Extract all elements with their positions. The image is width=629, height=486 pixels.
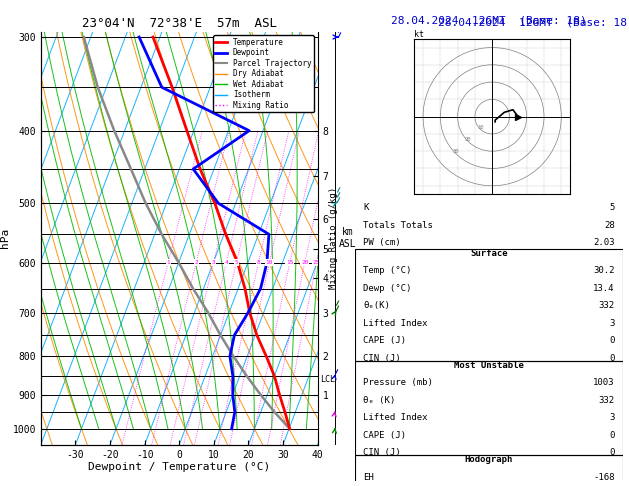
Text: 13.4: 13.4 [593, 284, 615, 293]
Text: 30.2: 30.2 [593, 266, 615, 276]
Text: 0: 0 [610, 431, 615, 440]
Text: 28.04.2024  12GMT  (Base: 18): 28.04.2024 12GMT (Base: 18) [438, 17, 629, 27]
Text: K: K [364, 204, 369, 212]
Text: 30: 30 [453, 149, 459, 154]
Text: 28: 28 [604, 221, 615, 230]
Text: Totals Totals: Totals Totals [364, 221, 433, 230]
Text: 3: 3 [211, 260, 215, 265]
Text: Lifted Index: Lifted Index [364, 413, 428, 422]
Y-axis label: km
ASL: km ASL [339, 227, 357, 249]
Text: Lifted Index: Lifted Index [364, 319, 428, 328]
Text: 3: 3 [610, 413, 615, 422]
Bar [355, 249, 623, 361]
Text: Most Unstable: Most Unstable [454, 361, 524, 370]
Text: Pressure (mb): Pressure (mb) [364, 378, 433, 387]
Text: CAPE (J): CAPE (J) [364, 336, 406, 346]
Text: CIN (J): CIN (J) [364, 448, 401, 457]
Text: 20: 20 [301, 260, 309, 265]
Bar [355, 455, 623, 486]
Text: 5: 5 [235, 260, 238, 265]
Y-axis label: hPa: hPa [0, 228, 9, 248]
Text: 10: 10 [477, 125, 483, 130]
Text: 0: 0 [610, 354, 615, 363]
Text: Dewp (°C): Dewp (°C) [364, 284, 412, 293]
Text: 1: 1 [166, 260, 170, 265]
Text: LCL: LCL [320, 375, 335, 384]
Text: -168: -168 [593, 472, 615, 482]
Text: 0: 0 [610, 448, 615, 457]
Legend: Temperature, Dewpoint, Parcel Trajectory, Dry Adiabat, Wet Adiabat, Isotherm, Mi: Temperature, Dewpoint, Parcel Trajectory… [213, 35, 314, 112]
Text: Surface: Surface [470, 249, 508, 258]
Text: 8: 8 [257, 260, 260, 265]
Text: 332: 332 [599, 301, 615, 311]
Text: 332: 332 [599, 396, 615, 405]
Text: kt: kt [415, 30, 425, 39]
Text: 5: 5 [610, 204, 615, 212]
Text: Hodograph: Hodograph [465, 455, 513, 464]
Text: CAPE (J): CAPE (J) [364, 431, 406, 440]
Text: Temp (°C): Temp (°C) [364, 266, 412, 276]
Text: 15: 15 [286, 260, 294, 265]
Title: 23°04'N  72°38'E  57m  ASL: 23°04'N 72°38'E 57m ASL [82, 17, 277, 31]
Text: Mixing Ratio (g/kg): Mixing Ratio (g/kg) [329, 187, 338, 289]
Text: EH: EH [364, 472, 374, 482]
Text: 28.04.2024  12GMT  (Base: 18): 28.04.2024 12GMT (Base: 18) [391, 16, 587, 26]
Text: 1003: 1003 [593, 378, 615, 387]
Text: 25: 25 [313, 260, 320, 265]
Text: 2: 2 [194, 260, 198, 265]
Text: θₑ(K): θₑ(K) [364, 301, 390, 311]
Text: 4: 4 [225, 260, 228, 265]
Text: 3: 3 [610, 319, 615, 328]
Text: 20: 20 [465, 137, 471, 142]
Text: 2.03: 2.03 [593, 239, 615, 247]
Text: 0: 0 [610, 336, 615, 346]
Text: CIN (J): CIN (J) [364, 354, 401, 363]
Text: θₑ (K): θₑ (K) [364, 396, 396, 405]
X-axis label: Dewpoint / Temperature (°C): Dewpoint / Temperature (°C) [88, 462, 270, 472]
Text: PW (cm): PW (cm) [364, 239, 401, 247]
Text: 10: 10 [265, 260, 273, 265]
Bar [355, 361, 623, 455]
